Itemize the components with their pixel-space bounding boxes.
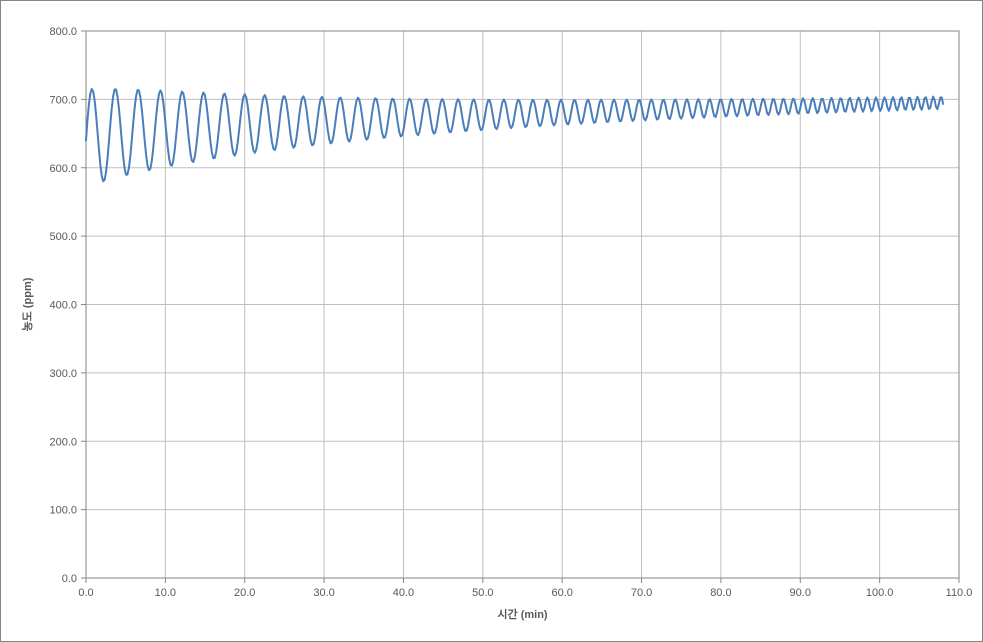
ytick-label: 700.0	[49, 94, 77, 106]
ytick-label: 100.0	[49, 505, 77, 517]
xtick-label: 80.0	[710, 587, 731, 599]
ytick-label: 0.0	[62, 573, 77, 585]
chart-container: 0.0 100.0 200.0 300.0 400.0 500.0 600.0 700.0 80…	[11, 11, 972, 631]
chart-outer-border: 0.0 100.0 200.0 300.0 400.0 500.0 600.0 700.0 80…	[0, 0, 983, 642]
xtick-label: 50.0	[472, 587, 493, 599]
ytick-label: 500.0	[49, 231, 77, 243]
xtick-label: 60.0	[551, 587, 572, 599]
ytick-label: 200.0	[49, 436, 77, 448]
ytick-label: 600.0	[49, 163, 77, 175]
xtick-label: 30.0	[313, 587, 334, 599]
xtick-label: 10.0	[155, 587, 176, 599]
xtick-label: 90.0	[790, 587, 811, 599]
xtick-label: 20.0	[234, 587, 255, 599]
y-axis-title: 농도 (ppm)	[21, 277, 34, 331]
xtick-label: 0.0	[78, 587, 93, 599]
ytick-label: 300.0	[49, 368, 77, 380]
xtick-label: 40.0	[393, 587, 414, 599]
ytick-label: 800.0	[49, 26, 77, 38]
xtick-label: 100.0	[866, 587, 894, 599]
line-chart: 0.0 100.0 200.0 300.0 400.0 500.0 600.0 700.0 80…	[11, 11, 974, 633]
x-axis-title: 시간 (min)	[497, 607, 548, 621]
xtick-label: 70.0	[631, 587, 652, 599]
xtick-label: 110.0	[946, 587, 973, 599]
ytick-label: 400.0	[49, 300, 77, 312]
